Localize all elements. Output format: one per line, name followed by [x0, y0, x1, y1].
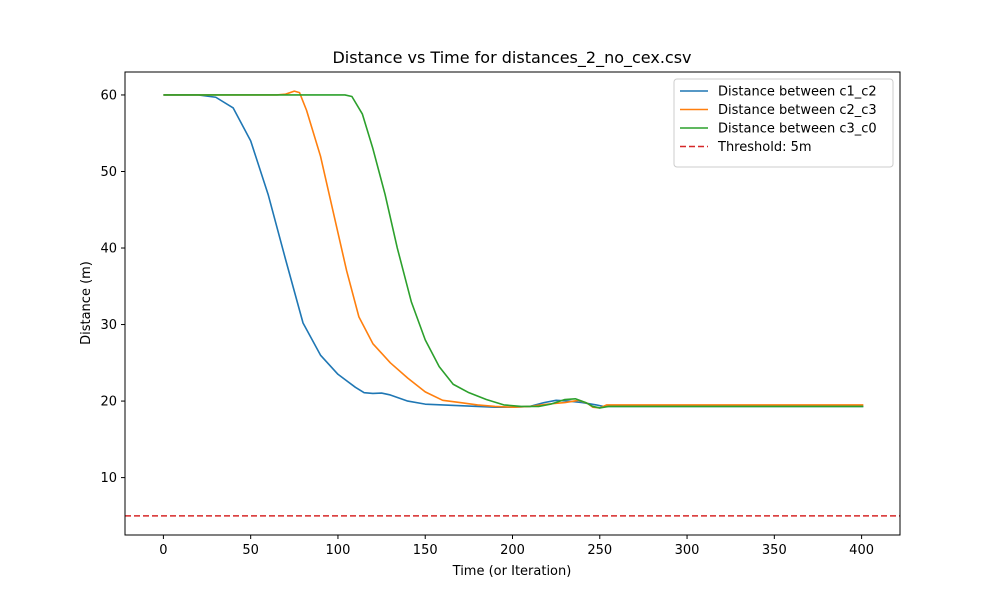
x-tick-label: 300: [675, 543, 700, 558]
x-tick-label: 150: [413, 543, 438, 558]
x-tick-label: 200: [500, 543, 525, 558]
y-tick-label: 60: [100, 88, 117, 103]
x-tick-label: 0: [159, 543, 167, 558]
y-tick-label: 40: [100, 242, 117, 257]
legend-label: Distance between c1_c2: [718, 85, 877, 100]
series-line-3: [163, 94, 864, 409]
y-tick-label: 10: [100, 471, 117, 486]
x-tick-label: 350: [762, 543, 787, 558]
x-tick-label: 400: [849, 543, 874, 558]
legend-label: Threshold: 5m: [717, 140, 812, 155]
y-tick-label: 30: [100, 318, 117, 333]
legend-label: Distance between c2_c3: [718, 103, 877, 118]
y-axis-label: Distance (m): [79, 261, 94, 345]
legend-box: [673, 78, 894, 168]
legend-label: Distance between c3_c0: [718, 122, 877, 137]
y-tick-label: 20: [100, 395, 117, 410]
x-tick-label: 100: [326, 543, 351, 558]
y-tick-label: 50: [100, 165, 117, 180]
x-tick-label: 250: [587, 543, 612, 558]
legend: Distance between c1_c2 Distance between c…: [673, 78, 894, 168]
x-axis-label: Time (or Iteration): [452, 564, 572, 579]
chart-title: Distance vs Time for distances_2_no_cex.…: [332, 48, 691, 68]
x-tick-label: 50: [242, 543, 259, 558]
axes: 0 50 100 150 200 250 300 350 400 10 20 30 40 50 60: [100, 71, 901, 558]
series-line-1: [163, 94, 864, 408]
plot-area: [125, 90, 900, 517]
